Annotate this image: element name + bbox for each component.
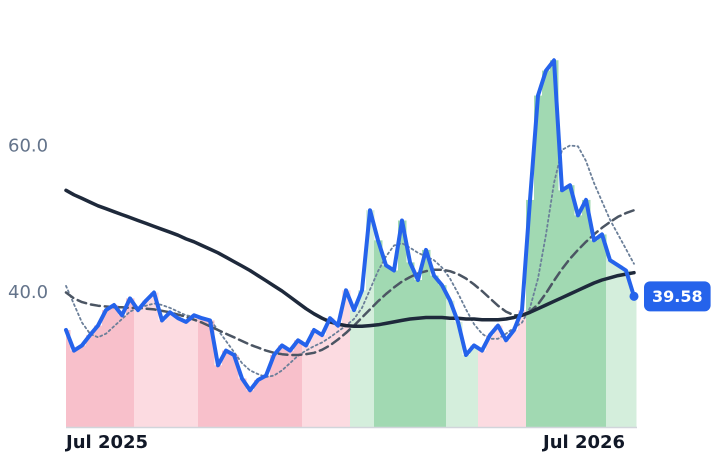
area-segment	[582, 199, 591, 427]
area-segment	[134, 310, 143, 427]
area-segment	[254, 379, 263, 427]
area-segment	[182, 321, 191, 427]
area-segment	[118, 315, 127, 427]
area-segment	[350, 310, 359, 427]
area-segment	[486, 335, 495, 427]
area-segment	[446, 300, 455, 427]
area-segment	[150, 292, 159, 427]
area-segment	[478, 350, 487, 427]
value-badge	[644, 281, 711, 312]
area-segment	[102, 310, 111, 427]
area-segment	[94, 325, 103, 427]
y-tick-label: 40.0	[8, 282, 48, 303]
area-segment	[310, 329, 319, 427]
series-line	[64, 58, 636, 393]
area-segment	[326, 318, 335, 427]
area-segment	[382, 265, 391, 427]
area-segment	[286, 350, 295, 427]
area-segment	[166, 312, 175, 427]
area-segment	[622, 270, 631, 427]
area-segment	[630, 296, 637, 427]
area-segment	[158, 320, 167, 427]
area-segment	[78, 345, 87, 427]
area-segment	[438, 285, 447, 427]
area-segment	[590, 240, 599, 427]
area-segment	[454, 321, 463, 427]
area-segment	[70, 350, 79, 427]
area-segment	[574, 215, 583, 427]
area-segment	[66, 329, 71, 427]
area-segment	[230, 354, 239, 427]
area-segment	[294, 340, 303, 427]
area-segment	[126, 298, 135, 427]
area-segment	[606, 260, 615, 427]
area-segment	[422, 249, 431, 427]
area-segment	[518, 310, 527, 427]
area-segment	[494, 325, 503, 427]
area-segment	[406, 262, 415, 427]
area-segment	[534, 95, 543, 427]
area-segment	[614, 265, 623, 427]
area-segment	[222, 350, 231, 427]
area-segment	[214, 365, 223, 427]
series-line	[65, 144, 635, 378]
x-tick-label: Jul 2025	[64, 432, 148, 453]
area-segment	[550, 60, 559, 427]
y-tick-label: 60.0	[8, 135, 48, 156]
area-segment	[262, 375, 271, 427]
area-segment	[270, 354, 279, 427]
area-segment	[542, 70, 551, 428]
area-segment	[86, 335, 95, 427]
area-segment	[238, 378, 247, 427]
area-segment	[278, 345, 287, 427]
area-segment	[358, 290, 367, 427]
last-point	[629, 291, 639, 301]
area-segment	[246, 390, 255, 427]
area-segment	[110, 305, 119, 427]
area-segment	[302, 345, 311, 427]
x-tick-label: Jul 2026	[541, 432, 625, 453]
area-segment	[342, 290, 351, 427]
area-segment	[502, 340, 511, 427]
area-segment	[334, 325, 343, 427]
area-segment	[470, 345, 479, 427]
area-segment	[374, 240, 383, 427]
area-segment	[206, 320, 215, 427]
area-segment	[510, 329, 519, 427]
area-segment	[366, 210, 375, 427]
area-segment	[198, 318, 207, 427]
series-line	[64, 188, 636, 329]
area-segment	[430, 275, 439, 427]
area-segment	[398, 220, 407, 427]
area-segment	[566, 185, 575, 427]
area-segment	[318, 335, 327, 427]
area-segment	[190, 315, 199, 427]
area-segment	[390, 270, 399, 427]
area-segment	[174, 318, 183, 427]
area-segment	[142, 300, 151, 427]
value-label: 39.58	[652, 287, 703, 306]
area-segment	[558, 190, 567, 427]
area-segment	[598, 234, 607, 427]
area-segment	[414, 280, 423, 427]
area-segment	[462, 354, 471, 427]
